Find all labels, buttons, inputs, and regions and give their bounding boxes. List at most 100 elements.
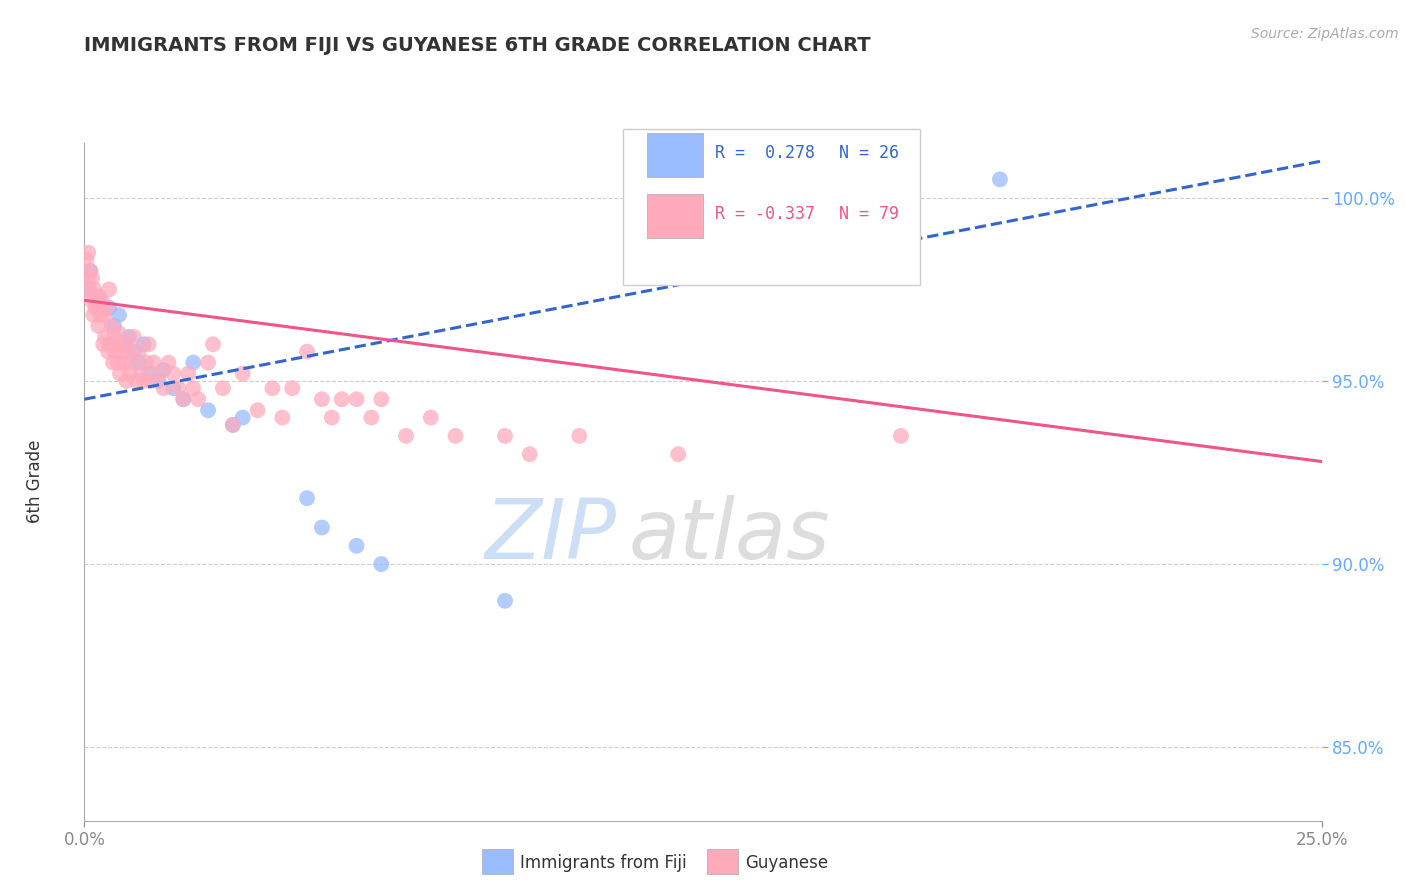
Point <box>232 410 254 425</box>
Text: 6th Grade: 6th Grade <box>27 440 44 524</box>
Point <box>311 520 333 534</box>
Text: R =  0.278: R = 0.278 <box>716 144 815 161</box>
Point <box>89 301 111 315</box>
Point <box>202 337 225 351</box>
Point <box>108 326 131 341</box>
Point <box>79 264 101 278</box>
Point <box>89 290 111 304</box>
Point <box>162 381 184 395</box>
Point <box>370 557 392 571</box>
Point <box>568 429 591 443</box>
Point <box>444 429 467 443</box>
Bar <box>647 194 703 237</box>
Point <box>94 330 117 344</box>
Point <box>246 403 269 417</box>
Point <box>212 381 235 395</box>
Point <box>132 337 155 351</box>
Point <box>108 308 131 322</box>
Point <box>187 392 209 407</box>
Point <box>75 252 97 267</box>
Point <box>97 344 120 359</box>
Text: N = 79: N = 79 <box>839 205 898 223</box>
Point <box>98 337 121 351</box>
Point <box>181 381 204 395</box>
Point <box>141 374 163 388</box>
Point <box>108 367 131 381</box>
Text: N = 26: N = 26 <box>839 144 898 161</box>
Point <box>222 417 245 432</box>
Point <box>107 355 129 369</box>
Point <box>125 374 148 388</box>
Point <box>129 367 152 381</box>
Text: ZIP: ZIP <box>485 495 616 576</box>
Point <box>79 264 101 278</box>
Point <box>197 403 219 417</box>
Point <box>152 381 174 395</box>
Point <box>346 392 368 407</box>
Point <box>262 381 284 395</box>
Point <box>112 337 135 351</box>
Point <box>162 367 184 381</box>
Point <box>98 301 121 315</box>
Point <box>79 282 101 296</box>
Point <box>87 318 110 333</box>
Point <box>118 367 141 381</box>
Point <box>271 410 294 425</box>
Text: Guyanese: Guyanese <box>745 854 828 871</box>
Point <box>100 318 122 333</box>
Point <box>80 293 103 308</box>
FancyBboxPatch shape <box>623 129 920 285</box>
Point <box>346 539 368 553</box>
Point <box>232 367 254 381</box>
Point <box>98 282 121 296</box>
Point <box>222 417 245 432</box>
Point <box>128 344 150 359</box>
Point <box>76 282 98 296</box>
Point <box>890 429 912 443</box>
Point <box>118 330 141 344</box>
Text: R = -0.337: R = -0.337 <box>716 205 815 223</box>
Point <box>295 491 318 505</box>
Point <box>172 392 194 407</box>
Point <box>666 447 689 461</box>
Point <box>86 290 108 304</box>
Point <box>311 392 333 407</box>
Point <box>281 381 304 395</box>
Point <box>84 301 107 315</box>
Point <box>103 330 125 344</box>
Point <box>370 392 392 407</box>
Point <box>90 293 112 308</box>
Text: Source: ZipAtlas.com: Source: ZipAtlas.com <box>1251 27 1399 41</box>
Point <box>103 318 125 333</box>
Point <box>167 381 190 395</box>
Point <box>494 429 516 443</box>
Point <box>138 367 160 381</box>
Point <box>142 355 165 369</box>
Point <box>83 282 105 296</box>
Point <box>494 594 516 608</box>
Point <box>89 308 111 322</box>
Point <box>519 447 541 461</box>
Point <box>128 355 150 369</box>
Point <box>110 344 132 359</box>
Point <box>181 355 204 369</box>
Bar <box>647 133 703 177</box>
Point <box>295 344 318 359</box>
Point <box>177 367 200 381</box>
Text: IMMIGRANTS FROM FIJI VS GUYANESE 6TH GRADE CORRELATION CHART: IMMIGRANTS FROM FIJI VS GUYANESE 6TH GRA… <box>84 36 870 54</box>
Point <box>96 301 118 315</box>
Point <box>419 410 441 425</box>
Point <box>321 410 343 425</box>
Point <box>114 337 136 351</box>
Point <box>118 344 141 359</box>
Point <box>82 308 104 322</box>
Point <box>101 355 124 369</box>
Point <box>77 245 100 260</box>
Point <box>122 344 145 359</box>
Point <box>197 355 219 369</box>
Point <box>93 308 115 322</box>
Text: atlas: atlas <box>628 495 831 576</box>
Point <box>115 374 138 388</box>
Point <box>120 355 142 369</box>
Point <box>76 271 98 285</box>
